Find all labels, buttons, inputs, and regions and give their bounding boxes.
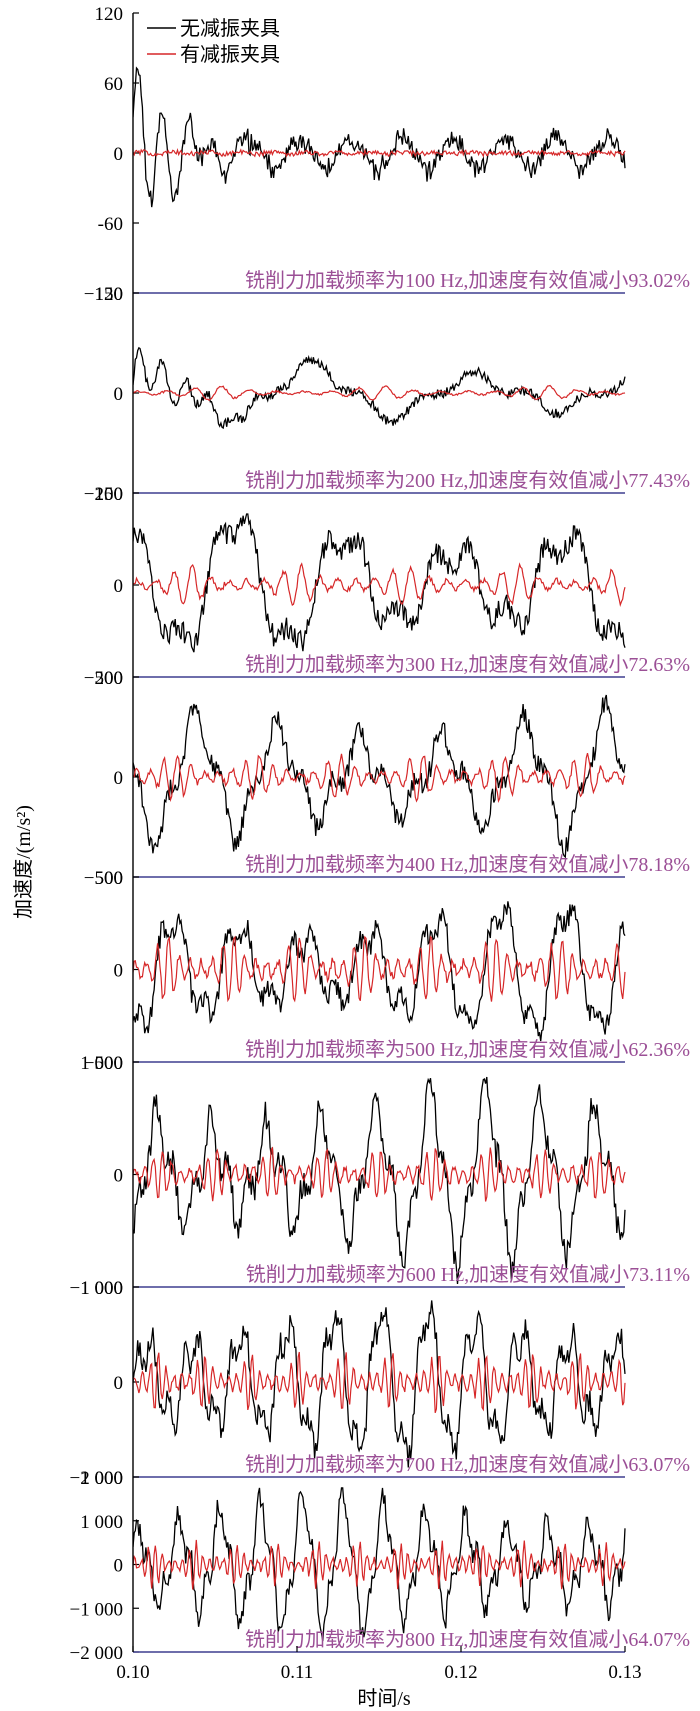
panel-2-series-with-damper (133, 384, 626, 402)
panel-1-annotation: 铣削力加载频率为100 Hz,加速度有效值减小93.02% (245, 269, 690, 292)
panel-1-y-tick-label: 0 (114, 144, 124, 165)
panel-4-y-tick-label: 0 (114, 768, 124, 789)
panel-5-y-tick-label: −500 (84, 1053, 123, 1074)
y-axis-title: 加速度/(m/s²) (12, 805, 35, 919)
x-axis-title: 时间/s (357, 1687, 411, 1710)
panel-2-series-without-damper (133, 346, 626, 430)
panel-7-series-with-damper (133, 1351, 626, 1413)
panel-4-y-tick-label: −500 (84, 868, 123, 889)
panel-3-y-tick-label: 200 (95, 484, 124, 505)
panel-1: 120 60 0 -60 −120 铣削力加载频率为100 Hz,加速度有效值减小93.0… (84, 4, 690, 305)
x-axis: 0.10 0.11 0.12 0.13 (116, 1646, 642, 1683)
panel-5-annotation: 铣削力加载频率为500 Hz,加速度有效值减小62.36% (245, 1038, 690, 1061)
x-tick-label: 0.11 (281, 1662, 314, 1683)
panel-8-y-tick-label: −2 000 (70, 1643, 123, 1664)
panel-3-y-tick-label: −200 (84, 668, 123, 689)
chart-panels: 120 60 0 -60 −120 铣削力加载频率为100 Hz,加速度有效值减小93.0… (70, 4, 690, 1664)
panel-8: 2 000 1 000 0 −1 000 −2 000 铣削力加载频率为800 Hz,加速… (70, 1468, 690, 1664)
panel-3: 200 0 −200 铣削力加载频率为300 Hz,加速度有效值减小72.63% (84, 484, 690, 689)
panel-1-series-without-damper (133, 66, 626, 208)
panel-1-y-tick-label: -60 (98, 214, 123, 235)
panel-7-series-without-damper (133, 1300, 626, 1468)
panel-7-annotation: 铣削力加载频率为700 Hz,加速度有效值减小63.07% (245, 1453, 690, 1476)
legend-label-with: 有减振夹具 (180, 43, 280, 66)
panel-2-y-tick-label: 150 (95, 284, 124, 305)
panel-3-series-without-damper (133, 513, 626, 653)
panel-7: 1 000 0 −1 000 铣削力加载频率为700 Hz,加速度有效值减小63.07… (70, 1278, 690, 1489)
panel-1-y-tick-label: 120 (95, 4, 124, 25)
panel-5-series-with-damper (133, 935, 626, 1003)
panel-4: 500 0 −500 铣削力加载频率为400 Hz,加速度有效值减小78.18% (84, 668, 690, 889)
x-tick-label: 0.10 (116, 1662, 149, 1683)
panel-6-series-with-damper (133, 1146, 626, 1202)
panel-5-series-without-damper (133, 901, 626, 1042)
panel-8-y-tick-label: 2 000 (80, 1468, 123, 1489)
panel-8-annotation: 铣削力加载频率为800 Hz,加速度有效值减小64.07% (245, 1628, 690, 1651)
panel-1-y-tick-label: −120 (84, 284, 123, 305)
panel-6-annotation: 铣削力加载频率为600 Hz,加速度有效值减小73.11% (246, 1263, 690, 1286)
legend-label-without: 无减振夹具 (180, 17, 280, 40)
panel-4-series-with-damper (133, 752, 626, 803)
panel-2-y-tick-label: −150 (84, 484, 123, 505)
panel-3-y-tick-label: 0 (114, 576, 124, 597)
panel-1-y-tick-label: 60 (104, 74, 123, 95)
panel-6-y-tick-label: 1 000 (80, 1053, 123, 1074)
panel-2-y-tick-label: 0 (114, 384, 124, 405)
panel-5: 500 0 −500 铣削力加载频率为500 Hz,加速度有效值减小62.36% (84, 868, 690, 1074)
panel-3-annotation: 铣削力加载频率为300 Hz,加速度有效值减小72.63% (245, 653, 690, 676)
panel-4-annotation: 铣削力加载频率为400 Hz,加速度有效值减小78.18% (245, 853, 690, 876)
panel-6-y-tick-label: −1 000 (70, 1278, 123, 1299)
panel-7-y-tick-label: −1 000 (70, 1468, 123, 1489)
panel-8-y-tick-label: 0 (114, 1556, 124, 1577)
panel-1-series-with-damper (133, 147, 626, 158)
panel-8-y-tick-label: −1 000 (70, 1599, 123, 1620)
x-tick-label: 0.12 (444, 1662, 477, 1683)
panel-7-y-tick-label: 1 000 (80, 1278, 123, 1299)
legend: 无减振夹具 有减振夹具 (147, 17, 280, 66)
panel-6-y-tick-label: 0 (114, 1166, 124, 1187)
panel-8-y-tick-label: 1 000 (80, 1512, 123, 1533)
panel-2: 150 0 −150 铣削力加载频率为200 Hz,加速度有效值减小77.43% (84, 284, 690, 505)
panel-8-series-with-damper (133, 1539, 626, 1590)
panel-5-y-tick-label: 0 (114, 961, 124, 982)
panel-4-y-tick-label: 500 (95, 668, 124, 689)
panel-3-series-with-damper (133, 562, 626, 608)
x-tick-label: 0.13 (608, 1662, 641, 1683)
panel-6: 1 000 0 −1 000 铣削力加载频率为600 Hz,加速度有效值减小73.11… (70, 1053, 690, 1299)
panel-8-series-without-damper (133, 1487, 626, 1642)
panel-7-y-tick-label: 0 (114, 1373, 124, 1394)
panel-5-y-tick-label: 500 (95, 868, 124, 889)
panel-2-annotation: 铣削力加载频率为200 Hz,加速度有效值减小77.43% (245, 469, 690, 492)
panel-6-series-without-damper (133, 1076, 626, 1284)
